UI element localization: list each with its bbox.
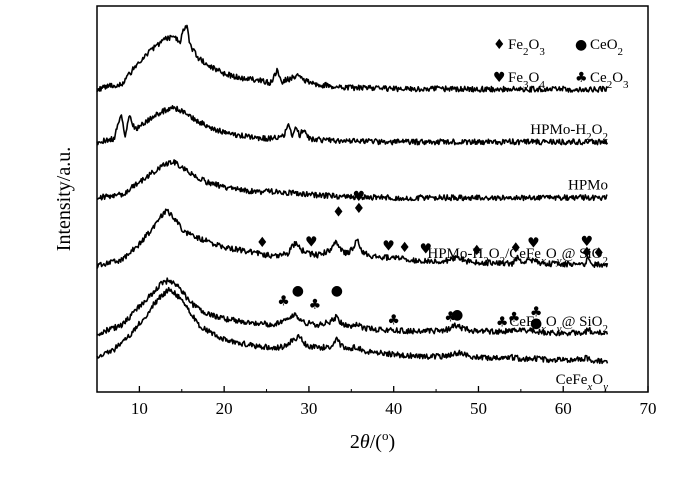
series-line-4 <box>96 277 609 337</box>
series-line-0 <box>96 24 608 93</box>
series-line-3 <box>96 208 609 269</box>
phase-marker-diamond: ♦ <box>509 241 522 257</box>
x-tick-label-30: 30 <box>300 399 317 418</box>
phase-marker-club: ♣ <box>530 305 543 321</box>
phase-marker-club: ♣ <box>508 310 521 326</box>
y-axis-title: Intensity/a.u. <box>53 147 75 251</box>
phase-marker-club: ♣ <box>387 313 400 329</box>
phase-marker-diamond: ♦ <box>332 205 345 221</box>
plot-area <box>96 24 609 365</box>
phase-marker-heart: ♥ <box>353 189 366 205</box>
legend-glyph-club: ♣ <box>575 70 588 86</box>
phase-marker-club: ♣ <box>309 297 322 313</box>
phase-marker-diamond: ♦ <box>353 201 366 217</box>
phase-marker-heart: ♥ <box>527 236 540 252</box>
phase-marker-heart: ♥ <box>305 235 318 251</box>
series-label-4: CeFexOy@ SiO2 <box>509 314 608 335</box>
series-line-2 <box>96 159 608 202</box>
phase-marker-club: ♣ <box>496 314 509 330</box>
x-tick-label-70: 70 <box>640 399 657 418</box>
x-tick-label-50: 50 <box>470 399 487 418</box>
x-tick-label-20: 20 <box>216 399 233 418</box>
series-line-5 <box>96 286 609 365</box>
series-label-5: CeFexOy <box>556 372 608 393</box>
legend-label-diamond: Fe2O3 <box>508 37 545 58</box>
series-label-1: HPMo-H2O2 <box>530 122 608 143</box>
phase-marker-diamond: ♦ <box>593 245 606 261</box>
axes: 10 20 30 40 50 60 70 <box>96 5 657 418</box>
phase-markers: ♦ ♥♦♥♦♥ ♦ ♥ ♦ ♦ ♥ ♥♦ ♦♣●♣●♣ ♣● ♣ ♣ ♣● <box>256 189 605 332</box>
x-axis-title: 2θ/(o) <box>350 428 395 453</box>
series-label-3: HPMo-H2O2/CeFexOy@ SiO2 <box>427 246 608 267</box>
phase-marker-circle: ● <box>331 283 343 299</box>
phase-marker-diamond: ♦ <box>470 243 483 259</box>
phase-marker-circle: ● <box>292 283 304 299</box>
legend-label-circle: CeO2 <box>590 37 623 58</box>
phase-marker-diamond: ♦ <box>256 235 269 251</box>
legend-glyph-diamond: ♦ <box>493 37 506 53</box>
x-tick-label-60: 60 <box>555 399 572 418</box>
phase-marker-diamond: ♦ <box>581 245 594 261</box>
series-line-1 <box>96 105 609 146</box>
series-labels: HPMo-H2O2 HPMo HPMo-H2O2/CeFexOy@ SiO2 CeFe… <box>427 122 608 393</box>
series-label-2: HPMo <box>568 178 608 194</box>
phase-marker-circle: ● <box>451 307 463 323</box>
x-tick-label-40: 40 <box>385 399 402 418</box>
legend: ♦ Fe2O3 ● CeO2 ♥ Fe3O4 ♣ Ce2O3 <box>493 37 629 91</box>
legend-glyph-circle: ● <box>575 37 587 53</box>
phase-marker-heart: ♥ <box>382 238 395 254</box>
phase-marker-club: ♣ <box>444 310 457 326</box>
phase-marker-circle: ● <box>530 316 542 332</box>
legend-label-club: Ce2O3 <box>590 70 629 91</box>
phase-marker-club: ♣ <box>277 294 290 310</box>
legend-glyph-heart: ♥ <box>493 70 506 86</box>
phase-marker-heart: ♥ <box>581 234 594 250</box>
phase-marker-diamond: ♦ <box>398 240 411 256</box>
legend-label-heart: Fe3O4 <box>508 70 545 91</box>
phase-marker-heart: ♥ <box>420 242 433 258</box>
plot-frame <box>96 5 649 393</box>
x-tick-label-10: 10 <box>131 399 148 418</box>
